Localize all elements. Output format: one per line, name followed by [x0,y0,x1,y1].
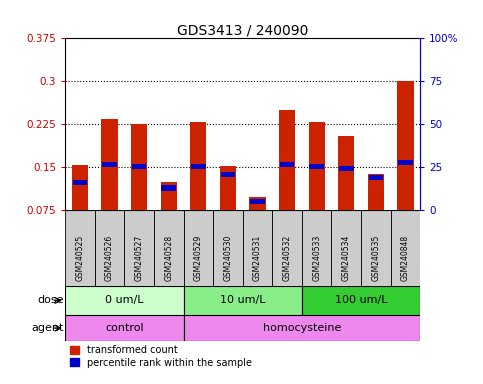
Bar [184,210,213,286]
Bar [101,119,118,210]
Text: 0 um/L: 0 um/L [105,295,143,305]
Bar [72,164,88,210]
Bar [213,210,242,286]
Bar [65,286,184,315]
Text: GSM240848: GSM240848 [401,235,410,281]
Bar [331,210,361,286]
Bar [339,166,354,171]
Text: GSM240530: GSM240530 [224,235,232,281]
Bar [309,164,324,169]
Bar [154,210,184,286]
Bar [242,210,272,286]
Text: GSM240533: GSM240533 [312,235,321,281]
Text: GSM240526: GSM240526 [105,235,114,281]
Text: GSM240525: GSM240525 [75,235,85,281]
Bar [272,210,302,286]
Bar [102,162,117,167]
Text: control: control [105,323,143,333]
Bar [65,210,95,286]
Bar [95,210,125,286]
Text: GSM240527: GSM240527 [135,235,143,281]
Bar [184,286,302,315]
Bar [368,174,384,210]
Text: 10 um/L: 10 um/L [220,295,266,305]
Text: GSM240534: GSM240534 [342,235,351,281]
Bar [309,121,325,210]
Bar [161,185,176,190]
Bar [280,162,295,167]
Text: GSM240535: GSM240535 [371,235,380,281]
Bar [184,315,420,341]
Bar [361,210,391,286]
Bar [338,136,355,210]
Bar [250,199,265,204]
Bar [398,160,413,166]
Bar [302,286,420,315]
Bar [72,180,87,185]
Text: GSM240529: GSM240529 [194,235,203,281]
Bar [249,197,266,210]
Text: agent: agent [31,323,64,333]
Bar [190,121,206,210]
Bar [302,210,331,286]
Legend: transformed count, percentile rank within the sample: transformed count, percentile rank withi… [70,345,252,368]
Text: GSM240532: GSM240532 [283,235,292,281]
Bar [125,210,154,286]
Bar [191,164,206,169]
Text: 100 um/L: 100 um/L [335,295,387,305]
Bar [132,164,146,169]
Text: GSM240531: GSM240531 [253,235,262,281]
Text: homocysteine: homocysteine [263,323,341,333]
Text: dose: dose [37,295,64,305]
Bar [369,175,383,180]
Text: GSM240528: GSM240528 [164,235,173,281]
Bar [161,182,177,210]
Bar [391,210,420,286]
Bar [398,81,413,210]
Bar [131,124,147,210]
Bar [220,166,236,210]
Bar [221,172,235,177]
Bar [279,110,295,210]
Title: GDS3413 / 240090: GDS3413 / 240090 [177,23,308,37]
Bar [65,315,184,341]
